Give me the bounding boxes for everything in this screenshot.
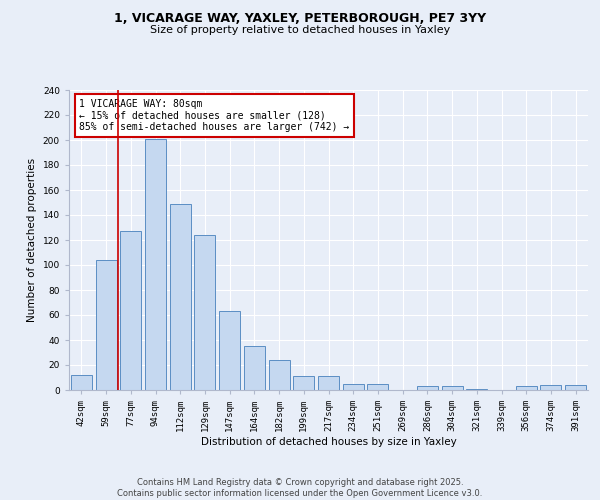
Bar	[417, 386, 438, 390]
X-axis label: Distribution of detached houses by size in Yaxley: Distribution of detached houses by size …	[200, 437, 457, 447]
Bar	[293, 376, 314, 390]
Text: 1 VICARAGE WAY: 80sqm
← 15% of detached houses are smaller (128)
85% of semi-det: 1 VICARAGE WAY: 80sqm ← 15% of detached …	[79, 99, 350, 132]
Bar	[145, 138, 166, 390]
Y-axis label: Number of detached properties: Number of detached properties	[27, 158, 37, 322]
Text: Contains HM Land Registry data © Crown copyright and database right 2025.
Contai: Contains HM Land Registry data © Crown c…	[118, 478, 482, 498]
Bar	[466, 389, 487, 390]
Bar	[194, 235, 215, 390]
Bar	[95, 260, 116, 390]
Bar	[71, 375, 92, 390]
Text: 1, VICARAGE WAY, YAXLEY, PETERBOROUGH, PE7 3YY: 1, VICARAGE WAY, YAXLEY, PETERBOROUGH, P…	[114, 12, 486, 26]
Bar	[516, 386, 537, 390]
Bar	[565, 385, 586, 390]
Bar	[170, 204, 191, 390]
Bar	[442, 386, 463, 390]
Bar	[120, 231, 141, 390]
Bar	[541, 385, 562, 390]
Bar	[244, 346, 265, 390]
Bar	[219, 311, 240, 390]
Bar	[367, 384, 388, 390]
Text: Size of property relative to detached houses in Yaxley: Size of property relative to detached ho…	[150, 25, 450, 35]
Bar	[269, 360, 290, 390]
Bar	[318, 376, 339, 390]
Bar	[343, 384, 364, 390]
